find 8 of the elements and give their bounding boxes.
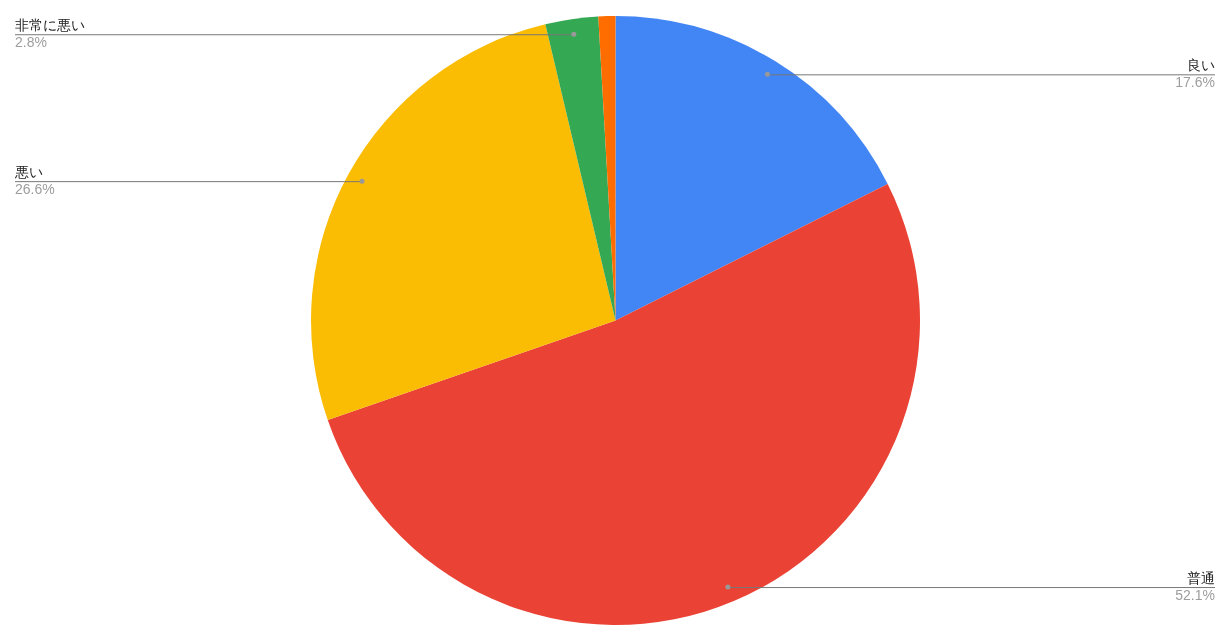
data-label: 17.6% xyxy=(1175,74,1215,91)
slice-label: 普通 xyxy=(1187,569,1215,586)
slice-label: 非常に悪い xyxy=(15,17,85,34)
data-label: 2.8% xyxy=(15,34,47,51)
slice-label: 良い xyxy=(1187,57,1215,74)
data-label: 52.1% xyxy=(1175,586,1215,603)
data-label: 26.6% xyxy=(15,181,55,197)
slice-label: 悪い xyxy=(14,164,43,180)
